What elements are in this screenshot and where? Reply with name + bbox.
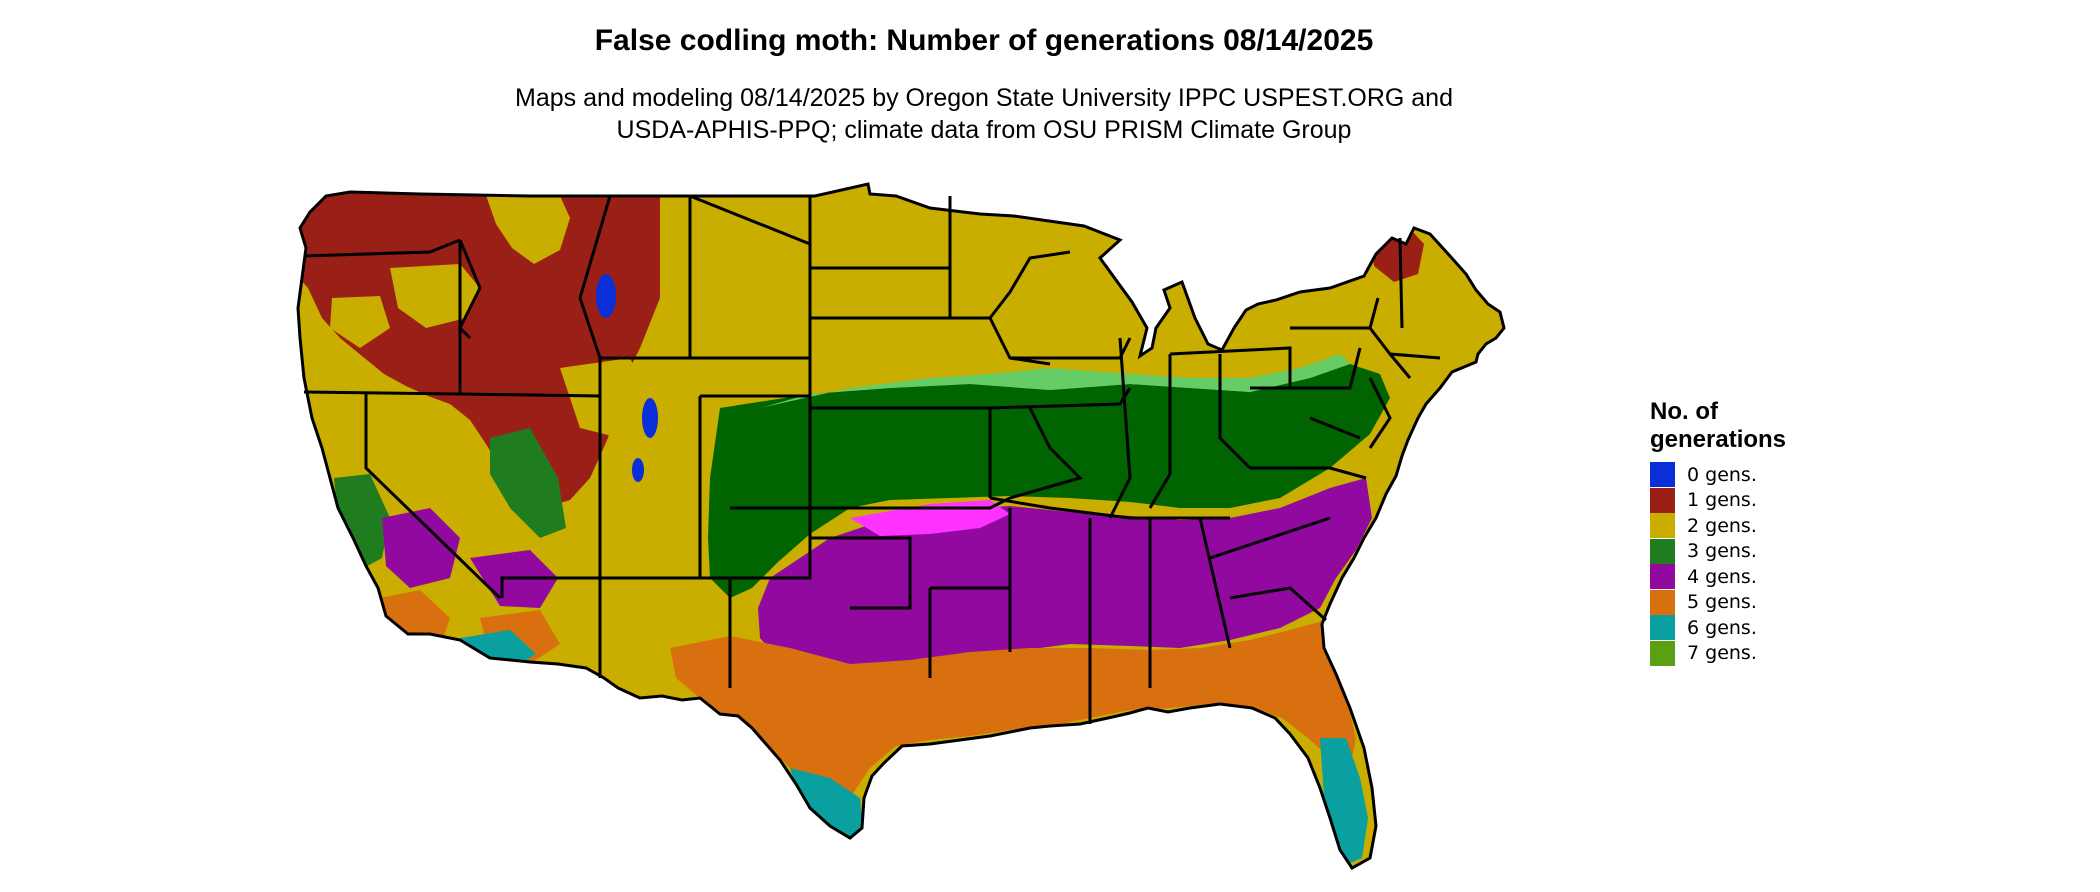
- legend-swatch: [1650, 487, 1675, 513]
- legend-swatch: [1650, 564, 1675, 590]
- legend-label: 4 gens.: [1687, 565, 1757, 588]
- subtitle-line-1: Maps and modeling 08/14/2025 by Oregon S…: [515, 84, 1453, 112]
- legend-swatch: [1650, 589, 1675, 615]
- legend-item: 3 gens.: [1650, 538, 1910, 565]
- legend-item: 7 gens.: [1650, 640, 1910, 667]
- legend-item: 4 gens.: [1650, 564, 1910, 590]
- legend-label: 7 gens.: [1687, 642, 1757, 665]
- legend-item: 1 gens.: [1650, 487, 1910, 514]
- legend-swatch: [1650, 640, 1675, 666]
- legend-item: 2 gens.: [1650, 513, 1910, 539]
- legend-item: 0 gens.: [1650, 462, 1910, 488]
- legend-swatch: [1650, 538, 1675, 564]
- legend-label: 5 gens.: [1687, 591, 1757, 614]
- map-legend: No. of generations 0 gens. 1 gens. 2 gen…: [1650, 398, 1910, 666]
- legend-swatch: [1650, 615, 1675, 641]
- map-subtitle: Maps and modeling 08/14/2025 by Oregon S…: [0, 82, 1968, 146]
- map-title: False codling moth: Number of generation…: [594, 24, 1374, 57]
- legend-label: 1 gens.: [1687, 489, 1757, 512]
- subtitle-line-2: USDA-APHIS-PPQ; climate data from OSU PR…: [616, 116, 1352, 144]
- legend-title-line-1: No. of: [1650, 398, 1718, 425]
- legend-title: No. of generations: [1650, 398, 1910, 454]
- legend-swatch: [1650, 462, 1675, 488]
- legend-label: 2 gens.: [1687, 514, 1757, 537]
- us-generations-map: [296, 182, 1506, 870]
- legend-label: 6 gens.: [1687, 616, 1757, 639]
- legend-swatch: [1650, 513, 1675, 539]
- legend-label: 3 gens.: [1687, 540, 1757, 563]
- legend-label: 0 gens.: [1687, 463, 1757, 486]
- legend-title-line-2: generations: [1650, 426, 1787, 453]
- legend-item: 6 gens.: [1650, 615, 1910, 641]
- legend-item: 5 gens.: [1650, 589, 1910, 616]
